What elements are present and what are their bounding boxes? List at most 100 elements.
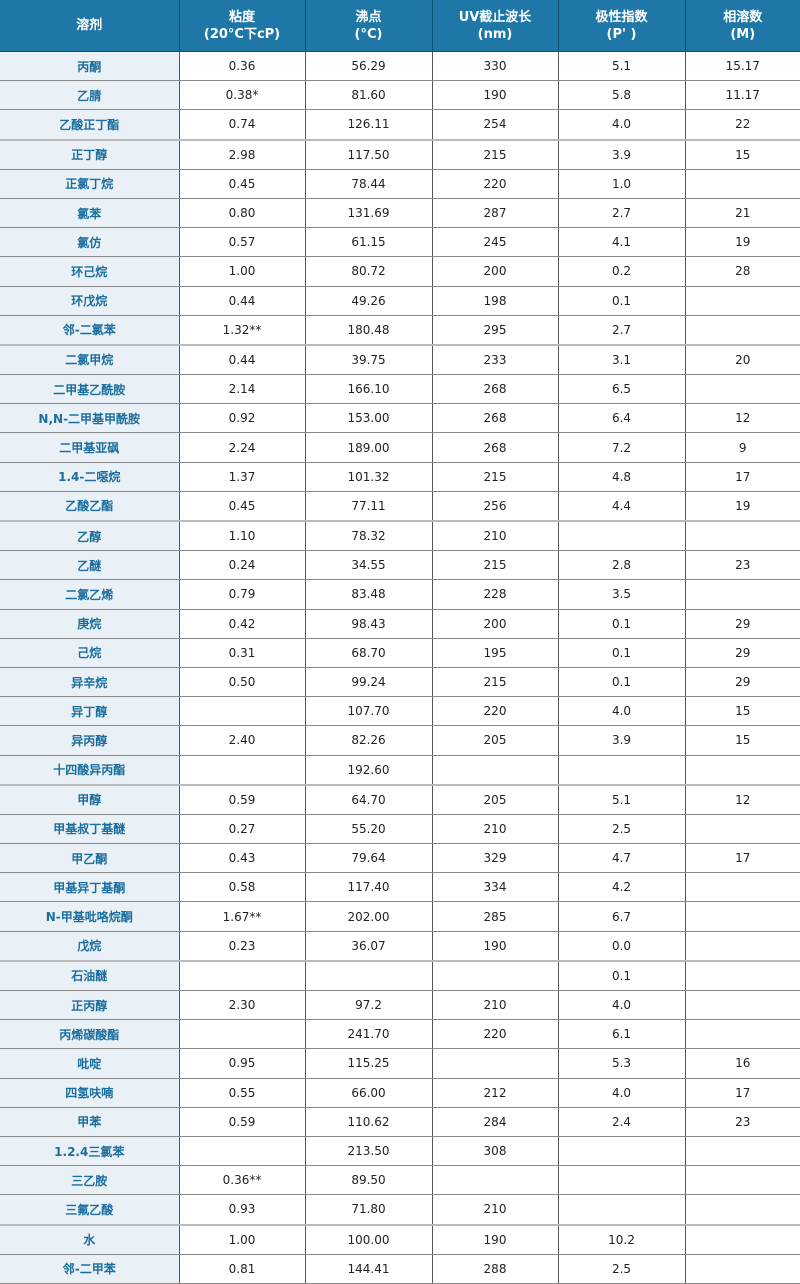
- cell-solvent-name: 二甲基乙酰胺: [0, 374, 179, 405]
- cell-solvent-name: 邻-二氯苯: [0, 315, 179, 346]
- cell-solvent-name: 甲基异丁基酮: [0, 872, 179, 903]
- cell-viscosity: 0.55: [178, 1078, 305, 1108]
- table-row: 乙醚 0.24 34.55 215 2.8 23: [0, 550, 800, 581]
- table-row: 异辛烷 0.50 99.24 215 0.1 29: [0, 667, 800, 698]
- cell-miscibility-number: [684, 990, 800, 1021]
- cell-boiling-point: 144.41: [304, 1254, 432, 1284]
- cell-uv-cutoff: 233: [431, 344, 558, 376]
- cell-uv-cutoff: 215: [431, 139, 558, 170]
- cell-boiling-point: 64.70: [304, 784, 432, 815]
- cell-solvent-name: 乙醇: [0, 521, 179, 552]
- cell-polarity-index: 6.4: [557, 403, 685, 434]
- cell-viscosity: 0.74: [178, 109, 305, 141]
- cell-solvent-name: 乙酸乙酯: [0, 491, 179, 522]
- header-boiling-point: 沸点 (°C): [304, 0, 432, 52]
- cell-viscosity: 0.38*: [178, 80, 305, 111]
- cell-polarity-index: 6.1: [557, 1019, 685, 1050]
- cell-miscibility-number: 12: [684, 784, 800, 815]
- cell-boiling-point: 153.00: [304, 403, 432, 434]
- cell-viscosity: 0.24: [178, 550, 305, 581]
- cell-boiling-point: 81.60: [304, 80, 432, 111]
- cell-miscibility-number: 15: [684, 725, 800, 756]
- cell-uv-cutoff: 220: [431, 1019, 558, 1050]
- cell-miscibility-number: [684, 315, 800, 346]
- cell-boiling-point: 189.00: [304, 432, 432, 463]
- cell-viscosity: 2.98: [178, 139, 305, 170]
- cell-miscibility-number: 21: [684, 198, 800, 229]
- cell-polarity-index: 4.4: [557, 491, 685, 522]
- cell-polarity-index: 4.8: [557, 462, 685, 492]
- cell-solvent-name: 正丙醇: [0, 990, 179, 1021]
- cell-solvent-name: 氯仿: [0, 227, 179, 258]
- table-row: 二氯甲烷 0.44 39.75 233 3.1 20: [0, 344, 800, 376]
- cell-viscosity: 0.80: [178, 198, 305, 229]
- cell-uv-cutoff: 215: [431, 550, 558, 581]
- cell-miscibility-number: [684, 374, 800, 405]
- cell-polarity-index: 5.1: [557, 51, 685, 82]
- cell-miscibility-number: 28: [684, 256, 800, 287]
- table-row: 四氢呋喃 0.55 66.00 212 4.0 17: [0, 1078, 800, 1108]
- cell-boiling-point: 80.72: [304, 256, 432, 287]
- cell-miscibility-number: 16: [684, 1048, 800, 1079]
- table-row: 乙酸乙酯 0.45 77.11 256 4.4 19: [0, 491, 800, 522]
- cell-boiling-point: 36.07: [304, 931, 432, 962]
- cell-polarity-index: 4.0: [557, 1078, 685, 1108]
- cell-solvent-name: 甲醇: [0, 784, 179, 815]
- table-row: N-甲基吡咯烷酮 1.67** 202.00 285 6.7: [0, 901, 800, 932]
- cell-uv-cutoff: 198: [431, 286, 558, 316]
- cell-boiling-point: 192.60: [304, 755, 432, 786]
- cell-miscibility-number: [684, 814, 800, 845]
- table-row: 甲苯 0.59 110.62 284 2.4 23: [0, 1107, 800, 1137]
- cell-miscibility-number: 22: [684, 109, 800, 141]
- cell-boiling-point: 34.55: [304, 550, 432, 581]
- cell-solvent-name: 氯苯: [0, 198, 179, 229]
- cell-miscibility-number: [684, 1019, 800, 1050]
- table-row: 异丁醇 107.70 220 4.0 15: [0, 696, 800, 727]
- cell-polarity-index: 6.7: [557, 901, 685, 932]
- cell-solvent-name: 甲乙酮: [0, 843, 179, 874]
- cell-viscosity: [178, 1136, 305, 1167]
- table-row: 氯苯 0.80 131.69 287 2.7 21: [0, 198, 800, 229]
- cell-boiling-point: 89.50: [304, 1165, 432, 1196]
- cell-polarity-index: 2.8: [557, 550, 685, 581]
- cell-polarity-index: 2.5: [557, 1254, 685, 1284]
- header-polarity-index: 极性指数 (P' ): [557, 0, 685, 52]
- cell-solvent-name: N-甲基吡咯烷酮: [0, 901, 179, 932]
- cell-solvent-name: 丙烯碳酸酯: [0, 1019, 179, 1050]
- cell-viscosity: 1.00: [178, 256, 305, 287]
- cell-boiling-point: 126.11: [304, 109, 432, 141]
- cell-uv-cutoff: 210: [431, 990, 558, 1021]
- cell-uv-cutoff: 215: [431, 462, 558, 492]
- cell-boiling-point: 107.70: [304, 696, 432, 727]
- cell-polarity-index: 4.2: [557, 872, 685, 903]
- cell-polarity-index: 0.1: [557, 960, 685, 991]
- cell-solvent-name: 二氯甲烷: [0, 344, 179, 376]
- cell-uv-cutoff: [431, 755, 558, 786]
- cell-uv-cutoff: [431, 1165, 558, 1196]
- cell-viscosity: 0.31: [178, 638, 305, 668]
- cell-solvent-name: 乙酸正丁酯: [0, 109, 179, 141]
- table-row: 乙酸正丁酯 0.74 126.11 254 4.0 22: [0, 109, 800, 141]
- table-row: 石油醚 0.1: [0, 960, 800, 991]
- cell-miscibility-number: [684, 1165, 800, 1196]
- cell-viscosity: 0.43: [178, 843, 305, 874]
- cell-uv-cutoff: 330: [431, 51, 558, 82]
- cell-polarity-index: 2.4: [557, 1107, 685, 1137]
- cell-polarity-index: 5.8: [557, 80, 685, 111]
- cell-polarity-index: [557, 755, 685, 786]
- cell-uv-cutoff: 190: [431, 931, 558, 962]
- table-row: 正丙醇 2.30 97.2 210 4.0: [0, 990, 800, 1021]
- cell-viscosity: 0.95: [178, 1048, 305, 1079]
- table-row: 二氯乙烯 0.79 83.48 228 3.5: [0, 579, 800, 610]
- cell-polarity-index: 5.1: [557, 784, 685, 815]
- cell-viscosity: 1.00: [178, 1224, 305, 1255]
- table-row: 1.4-二噁烷 1.37 101.32 215 4.8 17: [0, 462, 800, 492]
- cell-viscosity: [178, 1019, 305, 1050]
- table-row: 二甲基乙酰胺 2.14 166.10 268 6.5: [0, 374, 800, 405]
- cell-viscosity: 0.59: [178, 784, 305, 815]
- cell-boiling-point: 79.64: [304, 843, 432, 874]
- cell-uv-cutoff: 285: [431, 901, 558, 932]
- cell-viscosity: 1.67**: [178, 901, 305, 932]
- cell-boiling-point: 98.43: [304, 609, 432, 639]
